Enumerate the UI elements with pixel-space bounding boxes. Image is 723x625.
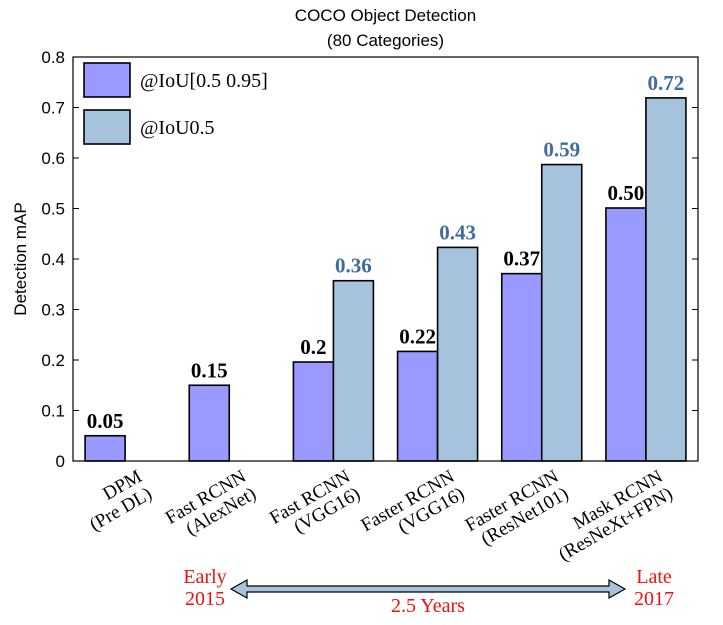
x-tick-label: Fast RCNN(VGG16) xyxy=(266,466,364,546)
bar-iou-05 xyxy=(436,246,479,462)
data-label: 0.2 xyxy=(300,335,326,359)
timeline-span-label: 2.5 Years xyxy=(391,595,465,617)
x-tick-label: Faster RCNN(VGG16) xyxy=(358,466,469,554)
legend-label-iou-05: @IoU0.5 xyxy=(140,117,215,139)
bar-iou-05 xyxy=(332,279,375,462)
timeline-start-year: 2015 xyxy=(185,588,225,610)
data-label: 0.59 xyxy=(543,138,580,162)
y-tick-label: 0.2 xyxy=(41,351,65,370)
x-tick-label: Fast RCNN(AlexNet) xyxy=(162,466,260,546)
bar-iou-range xyxy=(605,207,647,462)
x-tick-label: Faster RCNN(ResNet101) xyxy=(462,466,573,554)
chart-subtitle: (80 Categories) xyxy=(327,31,444,50)
data-label: 0.37 xyxy=(503,247,540,271)
plot-frame xyxy=(72,56,699,462)
timeline-arrow xyxy=(229,578,627,600)
y-tick-label: 0.6 xyxy=(41,149,65,168)
bar-iou-05 xyxy=(540,163,583,462)
y-tick-label: 0 xyxy=(56,452,65,471)
bar-iou-range xyxy=(500,272,543,462)
y-tick-label: 0.4 xyxy=(41,250,65,269)
y-tick-label: 0.1 xyxy=(41,402,65,421)
y-tick-label: 0.5 xyxy=(41,200,65,219)
data-label: 0.50 xyxy=(608,181,645,205)
y-tick-label: 0.3 xyxy=(41,301,65,320)
y-axis-label: Detection mAP xyxy=(11,202,30,315)
timeline-end-label: Late xyxy=(636,566,672,588)
bar-iou-range xyxy=(84,434,126,462)
y-tick-label: 0.7 xyxy=(41,99,65,118)
data-label: 0.22 xyxy=(399,324,436,348)
bar-iou-range xyxy=(188,384,231,462)
data-label: 0.15 xyxy=(191,358,228,382)
data-label: 0.43 xyxy=(439,220,476,244)
timeline-start-label: Early xyxy=(183,566,226,588)
data-label: 0.05 xyxy=(87,409,124,433)
y-tick-label: 0.8 xyxy=(41,48,65,67)
bar-iou-range xyxy=(396,350,439,462)
timeline-end-year: 2017 xyxy=(634,588,674,610)
data-label: 0.36 xyxy=(335,254,372,278)
x-tick-label: Mask RCNN(ResNeXt+FPN) xyxy=(545,466,676,566)
chart-title: COCO Object Detection xyxy=(295,6,476,25)
data-label: 0.72 xyxy=(648,71,685,95)
legend-label-iou-range: @IoU[0.5 0.95] xyxy=(140,70,268,92)
bar-iou-range xyxy=(292,361,335,462)
x-tick-label: DPM(Pre DL) xyxy=(76,466,156,536)
bar-iou-05 xyxy=(645,97,687,462)
legend-swatch-iou-range xyxy=(83,62,131,98)
legend-swatch-iou-05 xyxy=(83,109,131,145)
